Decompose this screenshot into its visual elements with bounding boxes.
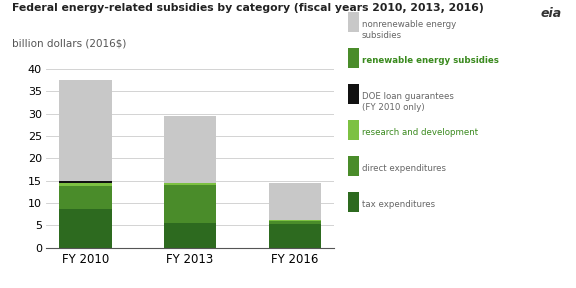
Text: billion dollars (2016$): billion dollars (2016$) — [12, 39, 126, 49]
Bar — [164, 223, 216, 248]
Bar — [164, 116, 216, 183]
Bar — [268, 221, 321, 223]
Bar — [59, 186, 112, 209]
Bar — [268, 220, 321, 221]
Text: nonrenewable energy
subsidies: nonrenewable energy subsidies — [362, 20, 456, 39]
Text: tax expenditures: tax expenditures — [362, 200, 435, 209]
Bar — [59, 80, 112, 181]
Bar — [59, 183, 112, 186]
Text: renewable energy subsidies: renewable energy subsidies — [362, 56, 499, 65]
Bar — [59, 209, 112, 248]
Bar — [164, 183, 216, 185]
Bar — [268, 183, 321, 220]
Bar — [268, 223, 321, 248]
Text: DOE loan guarantees
(FY 2010 only): DOE loan guarantees (FY 2010 only) — [362, 92, 454, 111]
Bar — [164, 185, 216, 223]
Text: research and development: research and development — [362, 128, 478, 137]
Text: direct expenditures: direct expenditures — [362, 164, 446, 173]
Text: eia: eia — [540, 7, 562, 20]
Bar — [59, 181, 112, 183]
Text: Federal energy-related subsidies by category (fiscal years 2010, 2013, 2016): Federal energy-related subsidies by cate… — [12, 3, 483, 13]
